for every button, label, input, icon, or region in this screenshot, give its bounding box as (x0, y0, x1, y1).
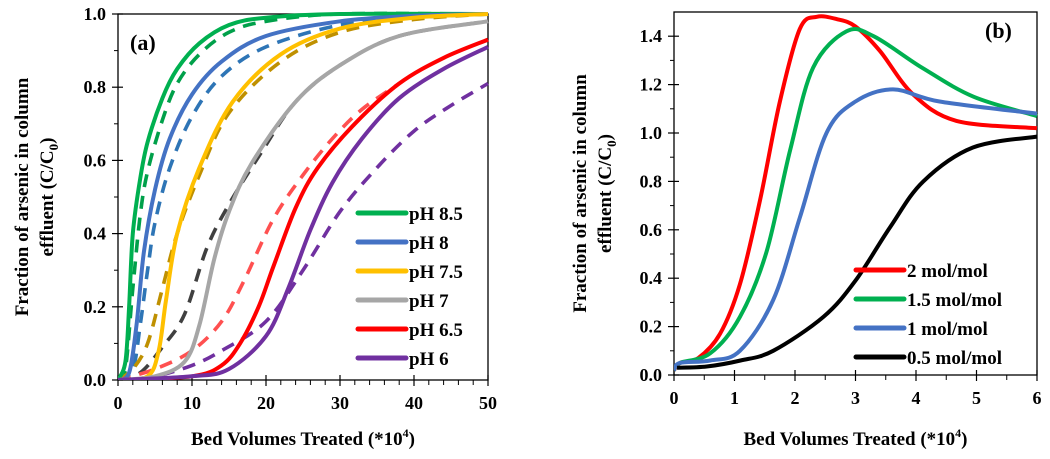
x-tick-label: 30 (331, 393, 349, 413)
legend-label: 1.5 mol/mol (907, 290, 1002, 311)
series-line-ph-7 (118, 19, 489, 380)
y-tick-label: 0.4 (84, 224, 107, 244)
x-tick-label: 2 (791, 388, 800, 408)
series-group (674, 14, 1038, 372)
series-line-ph-6-5 (118, 37, 489, 380)
legend-label: 1 mol/mol (907, 319, 988, 340)
y-tick-label: 0.2 (640, 317, 663, 337)
y-axis-title-line1: Fraction of arsenic in column (570, 74, 591, 313)
y-tick-label: 0.8 (640, 171, 663, 191)
series-line-ph-6-5-model (118, 82, 401, 380)
series-line-2-mol-mol (674, 14, 1038, 372)
series-line-ph-6-model (118, 81, 489, 380)
x-tick-label: 10 (183, 393, 201, 413)
x-tick-label: 20 (257, 393, 275, 413)
panel-b: 0 1 2 3 4 5 6 0.0 0.2 0.4 0.6 0.8 1.0 1.2 1.4 2 mol/mol… (570, 11, 1042, 450)
legend-item-ph-6: pH 6 (355, 349, 449, 370)
y-tick-label: 1.2 (640, 75, 663, 95)
legend-item-1-5-mol-mol: 1.5 mol/mol (853, 290, 1002, 311)
y-tick-label: 0.6 (640, 220, 663, 240)
y-tick-label: 0.8 (84, 77, 107, 97)
y-tick-label: 1.0 (640, 123, 663, 143)
legend-item-ph-6-5: pH 6.5 (355, 320, 463, 341)
y-tick-label: 1.0 (84, 4, 107, 24)
series-line-ph-6 (118, 45, 489, 380)
series-line-1-mol-mol (674, 87, 1038, 372)
legend-label: pH 6.5 (409, 320, 463, 341)
x-tick-label: 0 (114, 393, 123, 413)
y-tick-label: 0.4 (640, 268, 663, 288)
y-tick-label: 0.0 (84, 370, 107, 390)
series-line-ph-7-5 (118, 12, 489, 380)
series-line-ph-8-5 (118, 11, 489, 380)
x-tick-label: 40 (405, 393, 423, 413)
y-tick-label: 0.6 (84, 150, 107, 170)
series-line-ph-8-5-model (118, 11, 489, 380)
legend-item-2-mol-mol: 2 mol/mol (853, 261, 988, 282)
legend-item-ph-7: pH 7 (355, 291, 449, 312)
x-tick-label: 4 (912, 388, 921, 408)
panel-label: (a) (130, 30, 156, 55)
y-axis-title-line1: Fraction of arsenic in column (12, 77, 33, 316)
legend-label: pH 8 (409, 233, 449, 254)
series-line-0-5-mol-mol (676, 134, 1038, 370)
y-tick-label: 0.0 (640, 365, 663, 385)
x-tick-label: 3 (851, 388, 860, 408)
legend-item-ph-8-5: pH 8.5 (355, 204, 463, 225)
series-line-1-5-mol-mol (674, 27, 1038, 372)
panel-a: 0 10 20 30 40 50 0.0 0.2 0.4 0.6 0.8 1.0 pH 8.5 pH 8 p… (12, 4, 497, 450)
x-axis-title: Bed Volumes Treated (*104) (744, 426, 968, 450)
panel-label: (b) (985, 18, 1012, 43)
x-tick-label: 50 (479, 393, 497, 413)
y-tick-label: 1.4 (640, 26, 663, 46)
x-tick-label: 0 (670, 388, 679, 408)
x-axis-title: Bed Volumes Treated (*104) (191, 426, 415, 450)
legend-item-1-mol-mol: 1 mol/mol (853, 319, 988, 340)
y-axis-title-line2: effluent (C/C0) (37, 138, 61, 257)
y-tick-label: 0.2 (84, 297, 107, 317)
series-line-ph-8 (118, 12, 489, 380)
legend-label: 0.5 mol/mol (907, 348, 1002, 369)
legend-item-ph-8: pH 8 (355, 233, 449, 254)
y-axis-title-line2: effluent (C/C0) (595, 134, 619, 253)
x-tick-label: 1 (730, 388, 739, 408)
legend-item-ph-7-5: pH 7.5 (355, 262, 463, 283)
legend-item-0-5-mol-mol: 0.5 mol/mol (853, 348, 1002, 369)
legend-label: pH 7.5 (409, 262, 463, 283)
x-tick-label: 5 (972, 388, 981, 408)
legend-label: pH 8.5 (409, 204, 463, 225)
x-tick-label: 6 (1033, 388, 1042, 408)
legend-label: pH 7 (409, 291, 449, 312)
series-group (118, 11, 489, 380)
legend-label: pH 6 (409, 349, 449, 370)
legend-label: 2 mol/mol (907, 261, 988, 282)
